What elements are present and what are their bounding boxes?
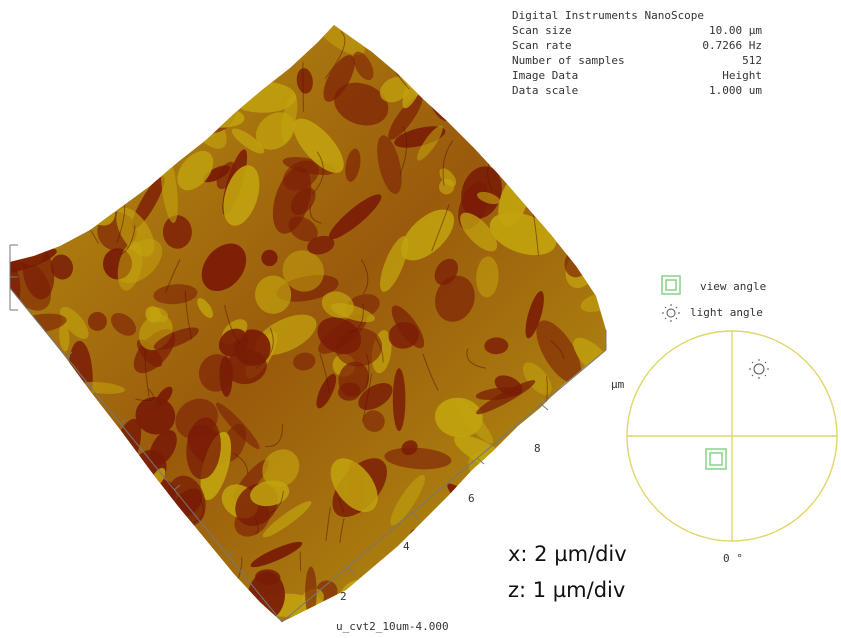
info-value-data-scale: 1.000 um [709, 84, 762, 97]
info-label-samples: Number of samples [512, 54, 625, 67]
info-value-image-data: Height [722, 69, 762, 82]
info-value-samples: 512 [742, 54, 762, 67]
view-direction-square-icon [705, 448, 727, 470]
info-label-scan-size: Scan size [512, 24, 572, 37]
axis-tick-label-2: 2 [340, 590, 347, 603]
info-value-scan-rate: 0.7266 Hz [702, 39, 762, 52]
info-label-image-data: Image Data [512, 69, 578, 82]
info-panel: Digital Instruments NanoScope Scan size … [512, 9, 762, 97]
info-label-scan-rate: Scan rate [512, 39, 572, 52]
info-label-data-scale: Data scale [512, 84, 578, 97]
light-angle-label: light angle [690, 306, 763, 319]
axis-unit-label: µm [611, 378, 625, 391]
axis-tick-label-4: 4 [403, 540, 410, 553]
angle-legend: view angle light angle [661, 275, 766, 322]
axis-tick-label-6: 6 [468, 492, 475, 505]
orientation-angle-label: 0 ° [723, 552, 743, 565]
light-direction-sun-icon [749, 359, 769, 379]
info-value-scan-size: 10.00 µm [709, 24, 762, 37]
z-scale-text: z: 1 µm/div [508, 578, 625, 602]
axis-tick-label-8: 8 [534, 442, 541, 455]
sun-icon [662, 304, 680, 322]
double-square-icon [661, 275, 681, 295]
instrument-name: Digital Instruments NanoScope [512, 9, 704, 22]
axis-frame [9, 244, 607, 623]
view-angle-label: view angle [700, 280, 766, 293]
orientation-dial [626, 330, 838, 542]
filename-label: u_cvt2_10um-4.000 [336, 620, 449, 633]
x-scale-text: x: 2 µm/div [508, 542, 627, 566]
